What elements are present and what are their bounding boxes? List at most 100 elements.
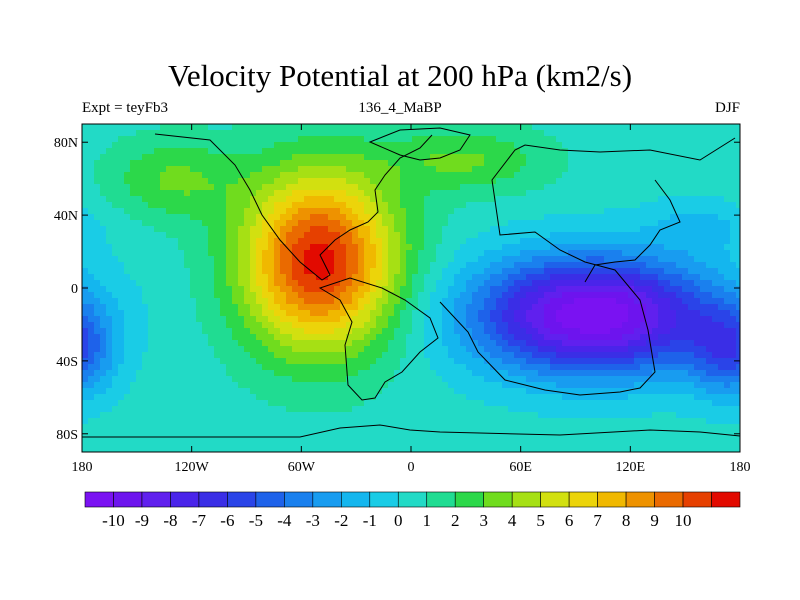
field-cell: [202, 358, 209, 365]
field-cell: [616, 124, 623, 131]
field-cell: [646, 190, 653, 197]
field-cell: [424, 142, 431, 149]
field-cell: [490, 202, 497, 209]
field-cell: [544, 388, 551, 395]
field-cell: [250, 172, 257, 179]
field-cell: [616, 328, 623, 335]
field-cell: [694, 232, 701, 239]
field-cell: [460, 376, 467, 383]
field-cell: [232, 124, 239, 131]
field-cell: [106, 262, 113, 269]
field-cell: [160, 346, 167, 353]
field-cell: [436, 346, 443, 353]
field-cell: [718, 340, 725, 347]
field-cell: [160, 280, 167, 287]
velocity-potential-field: [82, 124, 740, 452]
field-cell: [616, 286, 623, 293]
field-cell: [322, 268, 329, 275]
field-cell: [124, 250, 131, 257]
field-cell: [616, 232, 623, 239]
field-cell: [532, 190, 539, 197]
field-cell: [688, 262, 695, 269]
field-cell: [604, 274, 611, 281]
field-cell: [688, 160, 695, 167]
field-cell: [406, 346, 413, 353]
field-cell: [616, 250, 623, 257]
field-cell: [436, 376, 443, 383]
field-cell: [718, 154, 725, 161]
field-cell: [484, 154, 491, 161]
field-cell: [106, 160, 113, 167]
field-cell: [106, 322, 113, 329]
field-cell: [676, 352, 683, 359]
field-cell: [286, 352, 293, 359]
field-cell: [214, 328, 221, 335]
field-cell: [610, 376, 617, 383]
field-cell: [358, 244, 365, 251]
field-cell: [340, 184, 347, 191]
field-cell: [520, 214, 527, 221]
field-cell: [580, 298, 587, 305]
field-cell: [202, 382, 209, 389]
field-cell: [712, 376, 719, 383]
field-cell: [286, 208, 293, 215]
field-cell: [358, 268, 365, 275]
field-cell: [316, 316, 323, 323]
field-cell: [274, 124, 281, 131]
field-cell: [736, 292, 740, 299]
field-cell: [736, 286, 740, 293]
field-cell: [352, 352, 359, 359]
field-cell: [712, 286, 719, 293]
field-cell: [520, 310, 527, 317]
field-cell: [238, 202, 245, 209]
field-cell: [82, 298, 89, 305]
field-cell: [418, 334, 425, 341]
field-cell: [268, 196, 275, 203]
field-cell: [484, 196, 491, 203]
field-cell: [184, 352, 191, 359]
field-cell: [340, 214, 347, 221]
field-cell: [724, 244, 731, 251]
field-cell: [166, 328, 173, 335]
field-cell: [544, 190, 551, 197]
field-cell: [574, 196, 581, 203]
field-cell: [688, 346, 695, 353]
field-cell: [694, 334, 701, 341]
field-cell: [496, 334, 503, 341]
field-cell: [670, 166, 677, 173]
field-cell: [520, 262, 527, 269]
field-cell: [136, 172, 143, 179]
field-cell: [586, 334, 593, 341]
field-cell: [346, 166, 353, 173]
field-cell: [376, 190, 383, 197]
field-cell: [580, 250, 587, 257]
field-cell: [82, 154, 89, 161]
field-cell: [238, 190, 245, 197]
field-cell: [184, 166, 191, 173]
field-cell: [202, 328, 209, 335]
field-cell: [112, 190, 119, 197]
field-cell: [568, 232, 575, 239]
field-cell: [682, 274, 689, 281]
field-cell: [226, 274, 233, 281]
field-cell: [508, 358, 515, 365]
field-cell: [148, 220, 155, 227]
field-cell: [706, 256, 713, 263]
field-cell: [118, 364, 125, 371]
field-cell: [130, 226, 137, 233]
field-cell: [166, 172, 173, 179]
field-cell: [676, 346, 683, 353]
field-cell: [628, 268, 635, 275]
field-cell: [274, 346, 281, 353]
field-cell: [496, 382, 503, 389]
field-cell: [172, 358, 179, 365]
field-cell: [316, 238, 323, 245]
field-cell: [202, 214, 209, 221]
field-cell: [190, 310, 197, 317]
field-cell: [610, 304, 617, 311]
field-cell: [184, 274, 191, 281]
field-cell: [220, 376, 227, 383]
field-cell: [442, 364, 449, 371]
field-cell: [130, 172, 137, 179]
field-cell: [334, 232, 341, 239]
